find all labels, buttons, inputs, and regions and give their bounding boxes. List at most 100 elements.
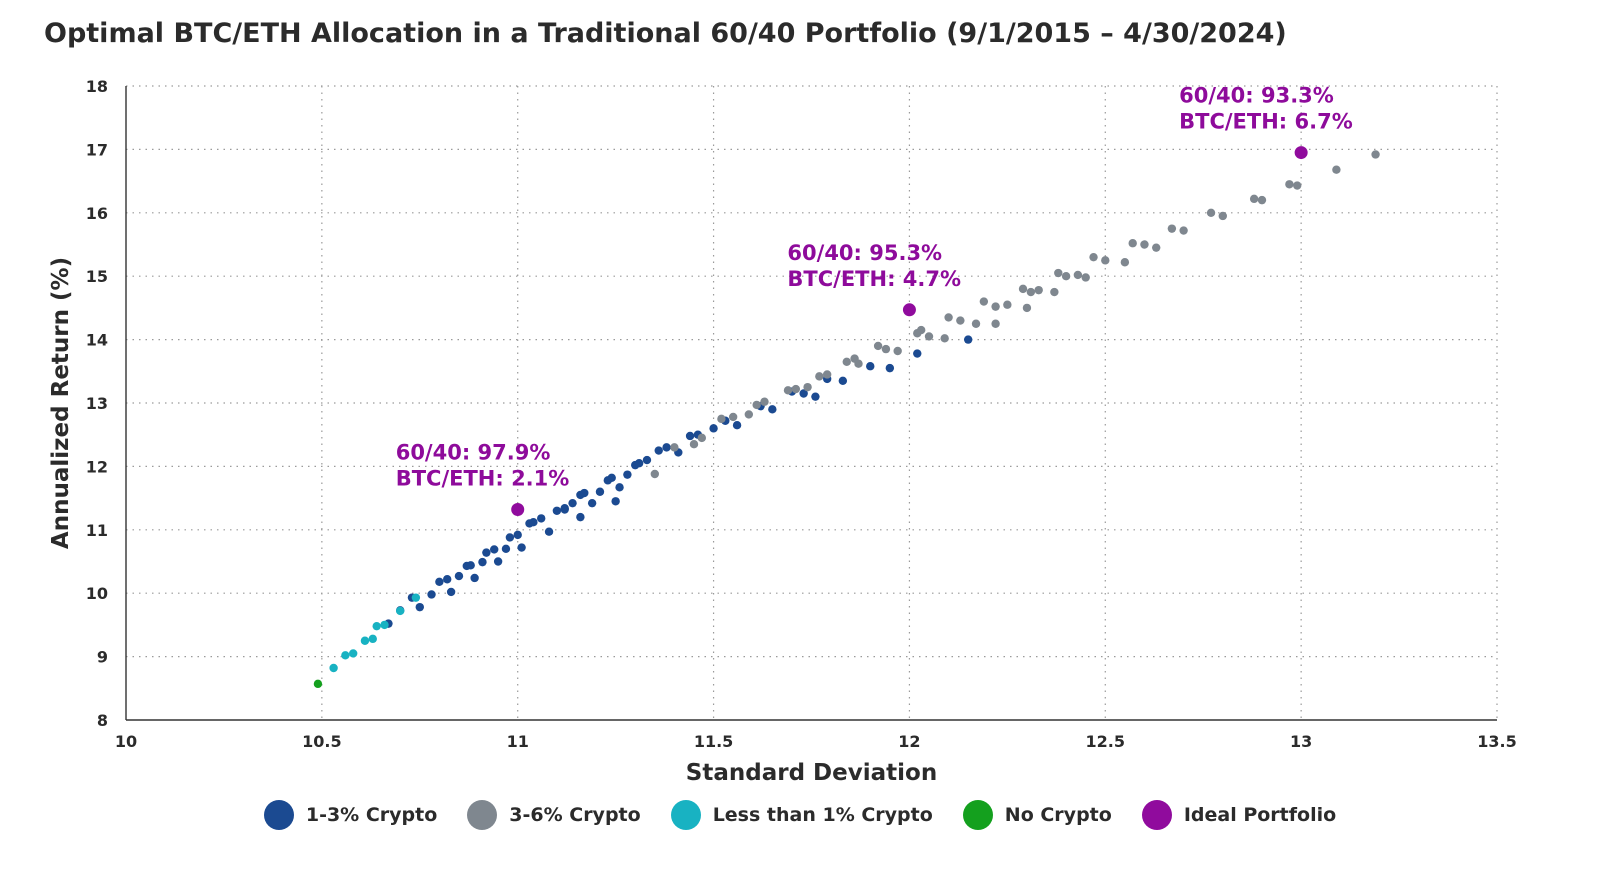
y-tick-label: 15 [86,267,108,286]
data-point-1-3-crypto [501,544,511,554]
legend-item: No Crypto [962,800,1112,830]
data-point-3-6-crypto [1179,226,1188,235]
data-point-ideal-portfolio [902,303,916,317]
data-point-1-3-crypto [580,488,589,498]
annotation-allocation: 60/40: 97.9% [396,441,551,465]
data-point-3-6-crypto [1206,208,1216,217]
data-point-3-6-crypto [916,325,926,335]
data-point-1-3-crypto [529,517,538,527]
data-point-1-3-crypto [454,571,464,581]
data-point-3-6-crypto [697,433,707,443]
data-point-1-3-crypto [615,483,624,492]
data-point-1-3-crypto [587,498,597,508]
data-point-3-6-crypto [873,341,883,351]
data-point-1-3-crypto [885,363,895,373]
x-tick-label: 12 [898,732,920,751]
data-point-3-6-crypto [752,400,761,410]
legend-swatch [467,800,498,830]
data-point-1-3-crypto [623,470,632,479]
data-point-3-6-crypto [842,357,851,366]
data-point-1-3-crypto [493,557,503,566]
data-point-3-6-crypto [1003,300,1012,309]
y-tick-label: 11 [86,521,108,540]
data-point-3-6-crypto [940,334,949,343]
legend-item: Less than 1% Crypto [670,800,933,830]
annotation-allocation: 60/40: 93.3% [1179,84,1334,108]
chart-title: Optimal BTC/ETH Allocation in a Traditio… [44,18,1287,49]
data-point-3-6-crypto [689,440,699,449]
data-point-3-6-crypto [956,316,965,325]
data-point-less-than-1-crypto [411,593,421,602]
legend-swatch [1141,800,1172,830]
legend-item: 3-6% Crypto [467,800,641,830]
data-point-3-6-crypto [1061,272,1071,281]
data-point-1-3-crypto [478,557,487,567]
data-point-3-6-crypto [893,346,902,356]
x-tick-label: 12.5 [1086,732,1125,751]
legend-label: Ideal Portfolio [1183,804,1337,826]
legend-item: Ideal Portfolio [1141,800,1337,830]
data-point-1-3-crypto [595,487,605,496]
data-point-1-3-crypto [513,530,522,540]
data-point-3-6-crypto [1371,150,1380,159]
y-tick-label: 8 [97,711,108,730]
data-point-1-3-crypto [446,587,456,597]
data-point-1-3-crypto [576,512,585,522]
data-point-3-6-crypto [760,397,769,406]
annotation-crypto: BTC/ETH: 6.7% [1179,110,1353,134]
data-point-3-6-crypto [944,313,953,322]
legend-swatch [263,800,294,830]
data-point-3-6-crypto [1050,287,1059,297]
data-point-1-3-crypto [838,376,848,386]
data-point-1-3-crypto [732,420,742,430]
y-axis-title: Annualized Return (%) [48,257,74,549]
annotation-crypto: BTC/ETH: 4.7% [787,267,961,291]
data-point-3-6-crypto [1054,268,1063,278]
data-point-1-3-crypto [482,548,491,557]
data-point-1-3-crypto [799,389,808,398]
data-point-1-3-crypto [537,514,546,523]
data-point-ideal-portfolio [1294,146,1308,160]
data-point-3-6-crypto [1089,252,1098,262]
data-point-1-3-crypto [611,497,620,506]
data-point-3-6-crypto [881,344,891,354]
data-point-1-3-crypto [662,443,671,452]
data-point-3-6-crypto [1120,258,1130,267]
data-point-3-6-crypto [1218,211,1228,221]
data-point-3-6-crypto [924,332,934,341]
data-point-3-6-crypto [854,359,863,368]
data-point-3-6-crypto [1293,181,1302,190]
x-tick-label: 13 [1290,732,1312,751]
data-point-1-3-crypto [709,424,718,433]
y-tick-label: 14 [86,331,108,350]
legend-swatch [670,800,701,830]
annotation-allocation: 60/40: 95.3% [787,241,942,265]
legend-label: Less than 1% Crypto [712,804,933,826]
data-point-3-6-crypto [650,469,660,479]
x-tick-label: 11.5 [694,732,733,751]
data-point-3-6-crypto [1332,165,1341,174]
x-tick-label: 10.5 [302,732,341,751]
data-point-1-3-crypto [470,573,479,583]
data-point-3-6-crypto [979,297,989,306]
data-point-3-6-crypto [991,302,1000,311]
data-point-1-3-crypto [811,392,820,401]
data-point-1-3-crypto [505,533,515,542]
data-point-1-3-crypto [685,431,695,441]
data-point-1-3-crypto [654,446,663,455]
data-point-less-than-1-crypto [396,606,405,616]
data-point-1-3-crypto [466,561,475,570]
x-axis-title: Standard Deviation [686,760,937,786]
data-point-1-3-crypto [560,505,569,514]
data-point-1-3-crypto [517,543,526,552]
data-point-3-6-crypto [971,319,981,328]
y-tick-label: 18 [86,77,108,96]
y-tick-label: 9 [97,648,108,667]
data-point-1-3-crypto [913,349,922,358]
data-point-3-6-crypto [1034,285,1043,295]
data-point-3-6-crypto [1152,243,1161,252]
data-point-1-3-crypto [490,545,499,554]
x-tick-label: 13.5 [1477,732,1516,751]
data-point-less-than-1-crypto [329,663,338,673]
